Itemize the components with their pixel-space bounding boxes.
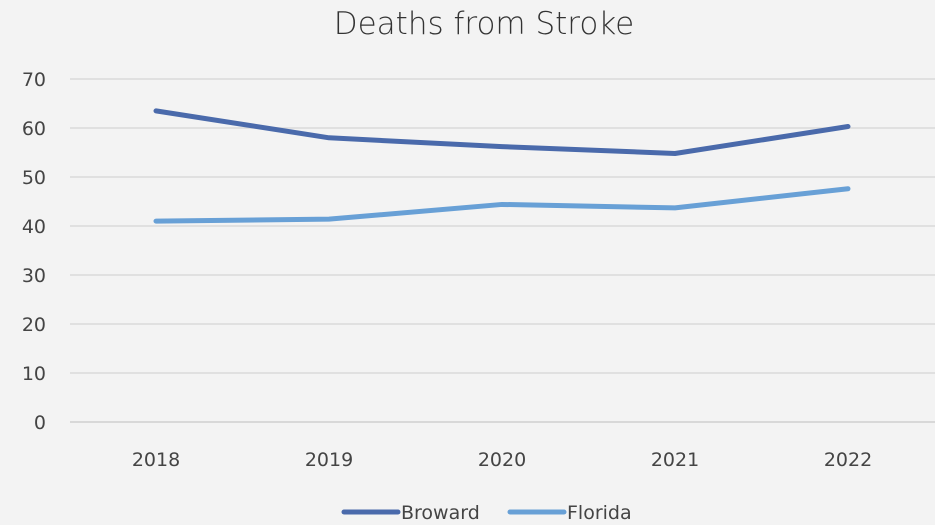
y-tick-label: 20 <box>22 314 46 336</box>
y-axis-ticks: 0 10 20 30 40 50 60 70 <box>22 69 46 434</box>
y-tick-label: 70 <box>22 69 46 91</box>
x-tick-label: 2021 <box>651 449 699 471</box>
y-tick-label: 0 <box>34 412 46 434</box>
series-line-broward <box>153 108 851 156</box>
y-tick-label: 40 <box>22 216 46 238</box>
y-tick-label: 10 <box>22 363 46 385</box>
legend-label-broward: Broward <box>401 502 480 524</box>
x-tick-label: 2019 <box>305 449 353 471</box>
series-lines <box>153 108 851 224</box>
gridlines <box>70 78 935 423</box>
x-tick-label: 2020 <box>478 449 526 471</box>
series-line-florida <box>153 186 851 224</box>
chart-title: Deaths from Stroke <box>334 6 635 42</box>
x-tick-label: 2022 <box>824 449 872 471</box>
y-tick-label: 30 <box>22 265 46 287</box>
y-tick-label: 60 <box>22 118 46 140</box>
y-tick-label: 50 <box>22 167 46 189</box>
legend: Broward Florida <box>341 502 632 524</box>
legend-label-florida: Florida <box>567 502 632 524</box>
x-axis-ticks: 2018 2019 2020 2021 2022 <box>132 449 872 471</box>
x-tick-label: 2018 <box>132 449 180 471</box>
